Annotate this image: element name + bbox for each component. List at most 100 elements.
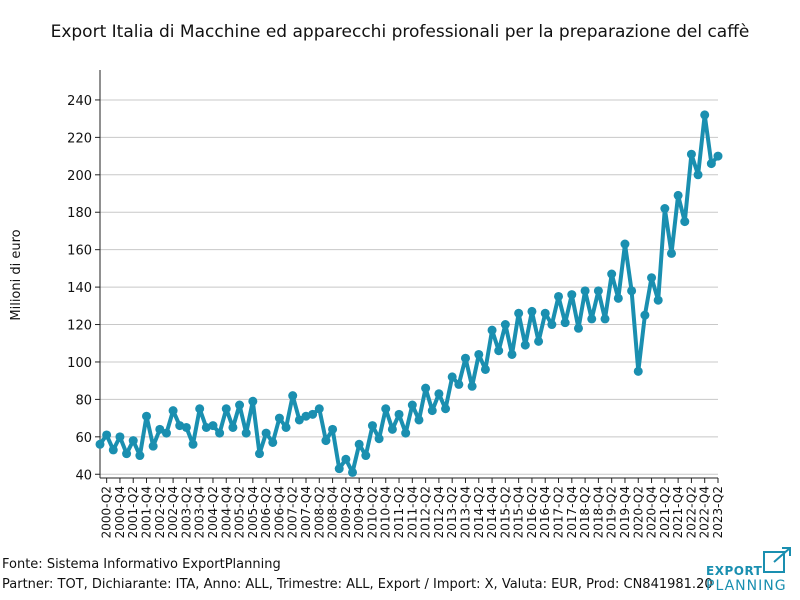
x-tick-label: 2019-Q2: [605, 486, 619, 538]
logo-text-planning: PLANNING: [706, 578, 787, 594]
data-point: [308, 409, 318, 419]
y-tick-label: 100: [67, 356, 92, 371]
data-point: [381, 404, 391, 414]
data-point: [122, 449, 132, 459]
x-tick-label: 2014-Q2: [472, 486, 486, 538]
x-tick-label: 2008-Q4: [326, 486, 340, 538]
data-point: [168, 406, 178, 416]
data-point: [254, 449, 264, 459]
data-point: [474, 349, 484, 359]
data-point: [514, 308, 524, 318]
x-tick-label: 2007-Q4: [299, 486, 313, 538]
x-tick-label: 2019-Q4: [618, 486, 632, 538]
data-point: [507, 349, 517, 359]
y-tick-label: 160: [67, 244, 92, 259]
x-tick-label: 2021-Q2: [658, 486, 672, 538]
axes: [99, 70, 718, 479]
logo-text-export: EXPORT: [706, 564, 763, 578]
exportplanning-logo: EXPORT PLANNING: [704, 546, 800, 594]
x-tick-label: 2016-Q4: [538, 486, 552, 538]
data-point: [281, 422, 291, 432]
data-point: [274, 413, 284, 423]
y-tick-label: 40: [75, 468, 92, 483]
x-tick-label: 2009-Q2: [339, 486, 353, 538]
data-point: [195, 404, 205, 414]
data-point: [387, 424, 397, 434]
y-tick-label: 80: [75, 393, 92, 408]
x-tick-label: 2018-Q2: [578, 486, 592, 538]
data-point: [161, 428, 171, 438]
data-point: [660, 203, 670, 213]
x-tick-label: 2015-Q4: [512, 486, 526, 538]
data-point: [593, 286, 603, 296]
data-point: [554, 291, 564, 301]
data-point: [693, 170, 703, 180]
data-point: [421, 383, 431, 393]
data-point: [680, 217, 690, 227]
logo-mark-icon: [763, 547, 791, 573]
x-tick-label: 2004-Q4: [219, 486, 233, 538]
footer-source: Fonte: Sistema Informativo ExportPlannin…: [2, 557, 281, 572]
data-point: [128, 436, 138, 446]
x-tick-label: 2020-Q2: [631, 486, 645, 538]
y-tick-label: 220: [67, 131, 92, 146]
x-tick-label: 2022-Q4: [698, 486, 712, 538]
x-tick-label: 2017-Q2: [552, 486, 566, 538]
data-point: [221, 404, 231, 414]
data-point: [547, 320, 557, 330]
data-point: [527, 306, 537, 316]
x-tick-label: 2003-Q2: [179, 486, 193, 538]
data-point: [700, 110, 710, 120]
data-point: [95, 439, 105, 449]
chart-title: Export Italia di Macchine ed apparecchi …: [50, 22, 750, 42]
data-point: [361, 451, 371, 461]
data-point: [534, 336, 544, 346]
x-tick-label: 2011-Q4: [405, 486, 419, 538]
y-tick-label: 120: [67, 319, 92, 334]
data-point: [181, 422, 191, 432]
x-tick-label: 2005-Q2: [233, 486, 247, 538]
x-tick-label: 2002-Q4: [166, 486, 180, 538]
data-point: [673, 190, 683, 200]
y-tick-label: 140: [67, 281, 92, 296]
x-tick-label: 2018-Q4: [591, 486, 605, 538]
x-tick-label: 2001-Q2: [126, 486, 140, 538]
data-point: [294, 415, 304, 425]
data-point: [627, 286, 637, 296]
x-tick-label: 2012-Q2: [419, 486, 433, 538]
x-tick-label: 2013-Q4: [458, 486, 472, 538]
x-tick-label: 2008-Q2: [312, 486, 326, 538]
y-tick-label: 240: [67, 94, 92, 109]
data-point: [447, 372, 457, 382]
x-tick-label: 2009-Q4: [352, 486, 366, 538]
data-point: [567, 290, 577, 300]
data-point: [248, 396, 258, 406]
x-tick-label: 2001-Q4: [140, 486, 154, 538]
x-tick-label: 2006-Q2: [259, 486, 273, 538]
data-point: [480, 364, 490, 374]
x-axis-ticks: 2000-Q2 2000-Q4 2001-Q2 2001-Q4 2002-Q2 2002-…: [100, 478, 725, 538]
data-point: [241, 428, 251, 438]
x-tick-label: 2013-Q2: [445, 486, 459, 538]
data-point: [215, 428, 225, 438]
data-point: [261, 428, 271, 438]
data-point: [640, 310, 650, 320]
data-point: [460, 353, 470, 363]
x-tick-label: 2012-Q4: [432, 486, 446, 538]
data-point: [108, 445, 118, 455]
data-point: [407, 400, 417, 410]
y-axis-ticks: 40 60 80 100 120 140 160 180 200 220 240: [67, 94, 100, 483]
series-line: [98, 112, 720, 475]
data-point: [354, 439, 364, 449]
data-point: [142, 411, 152, 421]
data-point: [467, 381, 477, 391]
footer-metadata: Partner: TOT, Dichiarante: ITA, Anno: AL…: [2, 577, 713, 592]
data-point: [573, 323, 583, 333]
y-axis-label: Milioni di euro: [9, 229, 24, 320]
x-tick-label: 2005-Q4: [246, 486, 260, 538]
x-tick-label: 2002-Q2: [153, 486, 167, 538]
data-point: [427, 406, 437, 416]
x-tick-label: 2006-Q4: [272, 486, 286, 538]
x-tick-label: 2000-Q2: [100, 486, 114, 538]
